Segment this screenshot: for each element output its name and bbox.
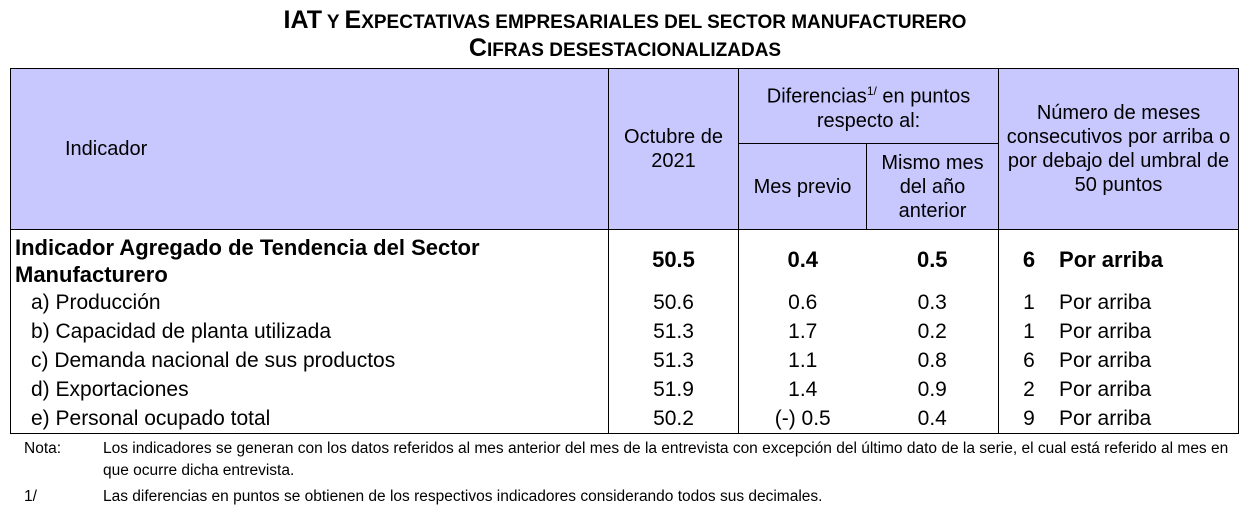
- row-prev: 0.4: [738, 229, 867, 288]
- row-prev: (-) 0.5: [738, 404, 867, 434]
- report-title: IAT Y EXPECTATIVAS EMPRESARIALES DEL SEC…: [283, 6, 967, 34]
- table-row: d) Exportaciones 51.9 1.4 0.9 2 Por arrib…: [10, 375, 1240, 404]
- row-value: 50.2: [608, 404, 739, 434]
- header-consecutive-months: Número de meses consecutivos por arriba …: [998, 68, 1240, 230]
- note: Nota: Los indicadores se generan con los…: [24, 438, 1240, 482]
- row-same: 0.4: [866, 404, 999, 434]
- row-months: 9 Por arriba: [998, 404, 1240, 434]
- row-prev: 1.7: [738, 317, 867, 346]
- row-name: Indicador Agregado de Tendencia del Sect…: [10, 229, 609, 288]
- table-row: Indicador Agregado de Tendencia del Sect…: [10, 229, 1240, 288]
- header-prev-month: Mes previo: [738, 143, 867, 230]
- row-same: 0.9: [917, 378, 947, 401]
- report-subtitle: CIFRAS DESESTACIONALIZADAS: [468, 34, 782, 62]
- header-indicator: Indicador: [10, 68, 609, 230]
- row-months: 1 Por arriba: [998, 317, 1240, 346]
- row-prev: 1.4: [738, 375, 867, 404]
- note-label: Nota:: [24, 440, 62, 457]
- footnote-label: 1/: [24, 488, 37, 505]
- row-name: d) Exportaciones: [10, 375, 609, 404]
- row-value: 51.3: [608, 346, 739, 375]
- row-months: 6 Por arriba: [998, 346, 1240, 375]
- row-prev: 1.1: [738, 346, 867, 375]
- footnote-text: Las diferencias en puntos se obtienen de…: [103, 488, 823, 505]
- notes: Nota: Los indicadores se generan con los…: [24, 438, 1240, 508]
- header-same-month: Mismo mes del año anterior: [865, 143, 1000, 230]
- table-row: b) Capacidad de planta utilizada 51.3 1.…: [10, 317, 1240, 346]
- indicators-table: Indicador Octubre de 2021 Diferencias1/ …: [10, 68, 1240, 434]
- row-value: 51.3: [608, 317, 739, 346]
- row-value: 50.5: [608, 229, 739, 288]
- row-months: 2 Por arriba: [998, 375, 1240, 404]
- row-same: 0.5: [916, 246, 948, 272]
- row-value: 50.6: [608, 288, 739, 317]
- table-row: a) Producción 50.6 0.6 0.3 1 Por arriba: [10, 288, 1240, 317]
- row-prev: 0.6: [738, 288, 867, 317]
- table-row: e) Personal ocupado total 50.2 (-) 0.5 0…: [10, 404, 1240, 434]
- row-name: a) Producción: [10, 288, 609, 317]
- note-text: Los indicadores se generan con los datos…: [103, 440, 1229, 479]
- row-months: 1 Por arriba: [998, 288, 1240, 317]
- row-same: 0.2: [917, 320, 947, 343]
- row-months: 6 Por arriba: [998, 229, 1240, 288]
- header-differences: Diferencias1/ en puntos respecto al:: [737, 68, 1000, 144]
- table-row: c) Demanda nacional de sus productos 51.…: [10, 346, 1240, 375]
- row-name: c) Demanda nacional de sus productos: [10, 346, 609, 375]
- header-period: Octubre de 2021: [608, 68, 739, 230]
- row-same: 0.8: [917, 349, 947, 372]
- row-value: 51.9: [608, 375, 739, 404]
- row-name: b) Capacidad de planta utilizada: [10, 317, 609, 346]
- row-same: 0.3: [917, 291, 947, 314]
- footnote: 1/ Las diferencias en puntos se obtienen…: [24, 486, 1240, 508]
- row-name: e) Personal ocupado total: [10, 404, 609, 434]
